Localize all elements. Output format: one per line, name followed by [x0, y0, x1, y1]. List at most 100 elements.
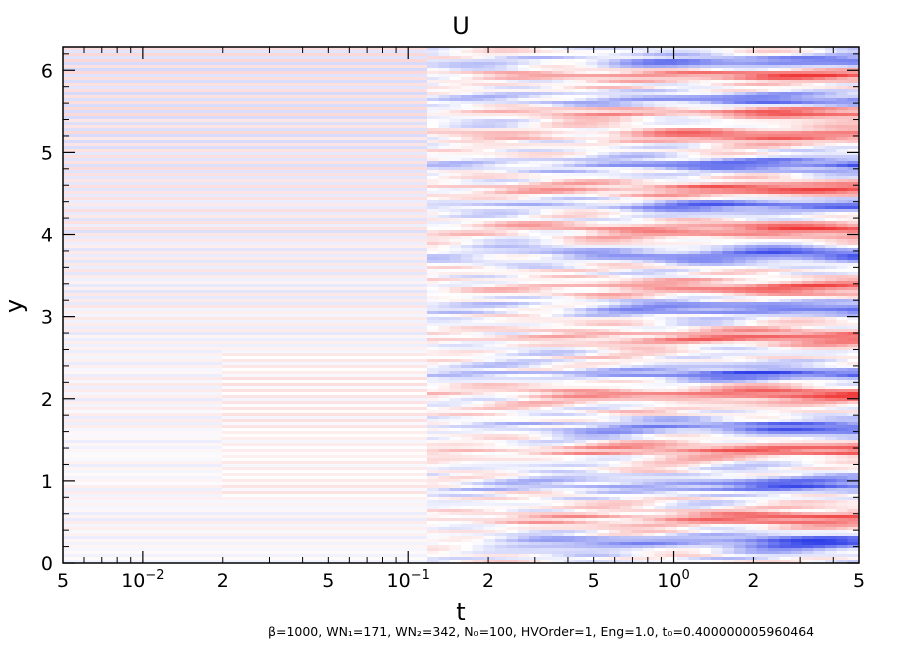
heatmap-cell: [256, 164, 269, 168]
heatmap-cell: [324, 404, 337, 408]
heatmap-cell: [153, 425, 166, 429]
heatmap-cell: [267, 443, 280, 447]
heatmap-cell: [153, 554, 166, 558]
heatmap-cell: [370, 80, 382, 84]
heatmap-cell: [222, 65, 235, 69]
heatmap-cell: [279, 416, 292, 420]
heatmap-cell: [119, 59, 132, 63]
heatmap-cell: [142, 272, 155, 276]
heatmap-cell: [370, 365, 382, 369]
heatmap-cell: [267, 341, 280, 345]
heatmap-cell: [131, 260, 144, 264]
heatmap-cell: [97, 521, 110, 525]
heatmap-cell: [85, 317, 98, 321]
heatmap-cell: [188, 401, 201, 405]
heatmap-cell: [153, 221, 166, 225]
heatmap-cell: [244, 539, 257, 543]
heatmap-cell: [290, 347, 303, 351]
heatmap-cell: [347, 47, 360, 51]
heatmap-cell: [97, 341, 110, 345]
heatmap-cell: [256, 278, 269, 282]
heatmap-cell: [267, 401, 280, 405]
heatmap-cell: [176, 164, 189, 168]
heatmap-cell: [131, 443, 144, 447]
heatmap-cell: [370, 53, 382, 57]
heatmap-cell: [324, 464, 337, 468]
heatmap-cell: [313, 71, 326, 75]
heatmap-cell: [222, 140, 235, 144]
heatmap-cell: [188, 380, 201, 384]
heatmap-cell: [267, 332, 280, 336]
heatmap-cell: [108, 269, 121, 273]
heatmap-cell: [324, 194, 337, 198]
heatmap-cell: [74, 491, 87, 495]
heatmap-cell: [74, 290, 87, 294]
heatmap-cell: [85, 302, 98, 306]
heatmap-cell: [267, 371, 280, 375]
heatmap-cell: [210, 56, 223, 60]
heatmap-cell: [335, 128, 348, 132]
heatmap-cell: [233, 176, 246, 180]
heatmap-cell: [313, 116, 326, 120]
heatmap-cell: [97, 419, 110, 423]
heatmap-cell: [256, 551, 269, 555]
heatmap-cell: [358, 383, 371, 387]
heatmap-cell: [165, 146, 178, 150]
heatmap-cell: [335, 296, 348, 300]
heatmap-cell: [290, 212, 303, 216]
heatmap-cell: [279, 533, 292, 537]
heatmap-cell: [324, 161, 337, 165]
heatmap-cell: [210, 149, 223, 153]
heatmap-cell: [313, 398, 326, 402]
heatmap-cell: [153, 311, 166, 315]
heatmap-cell: [199, 374, 212, 378]
heatmap-cell: [119, 200, 132, 204]
heatmap-cell: [176, 260, 189, 264]
heatmap-cell: [165, 131, 178, 135]
heatmap-cell: [335, 323, 348, 327]
heatmap-cell: [233, 143, 246, 147]
heatmap-cell: [324, 122, 337, 126]
heatmap-cell: [370, 200, 382, 204]
heatmap-cell: [119, 404, 132, 408]
heatmap-cell: [142, 551, 155, 555]
heatmap-cell: [85, 113, 98, 117]
heatmap-cell: [222, 308, 235, 312]
heatmap-cell: [244, 425, 257, 429]
heatmap-cell: [244, 401, 257, 405]
heatmap-cell: [210, 473, 223, 477]
heatmap-cell: [142, 368, 155, 372]
heatmap-cell: [347, 293, 360, 297]
heatmap-cell: [153, 122, 166, 126]
heatmap-cell: [233, 116, 246, 120]
heatmap-cell: [267, 488, 280, 492]
heatmap-cell: [290, 317, 303, 321]
heatmap-cell: [176, 494, 189, 498]
heatmap-cell: [347, 215, 360, 219]
heatmap-cell: [176, 515, 189, 519]
heatmap-cell: [63, 302, 75, 306]
heatmap-cell: [324, 518, 337, 522]
heatmap-cell: [108, 458, 121, 462]
heatmap-cell: [290, 224, 303, 228]
heatmap-cell: [131, 137, 144, 141]
heatmap-cell: [381, 509, 394, 513]
heatmap-cell: [244, 227, 257, 231]
heatmap-cell: [358, 83, 371, 87]
heatmap-cell: [358, 62, 371, 66]
heatmap-cell: [370, 194, 382, 198]
heatmap-cell: [267, 497, 280, 501]
heatmap-cell: [244, 383, 257, 387]
heatmap-cell: [131, 482, 144, 486]
heatmap-cell: [165, 155, 178, 159]
heatmap-cell: [347, 65, 360, 69]
heatmap-cell: [165, 269, 178, 273]
heatmap-cell: [370, 371, 382, 375]
heatmap-cell: [301, 305, 314, 309]
heatmap-cell: [324, 95, 337, 99]
heatmap-cell: [165, 497, 178, 501]
heatmap-cell: [85, 398, 98, 402]
heatmap-cell: [188, 395, 201, 399]
heatmap-cell: [301, 530, 314, 534]
heatmap-cell: [290, 287, 303, 291]
